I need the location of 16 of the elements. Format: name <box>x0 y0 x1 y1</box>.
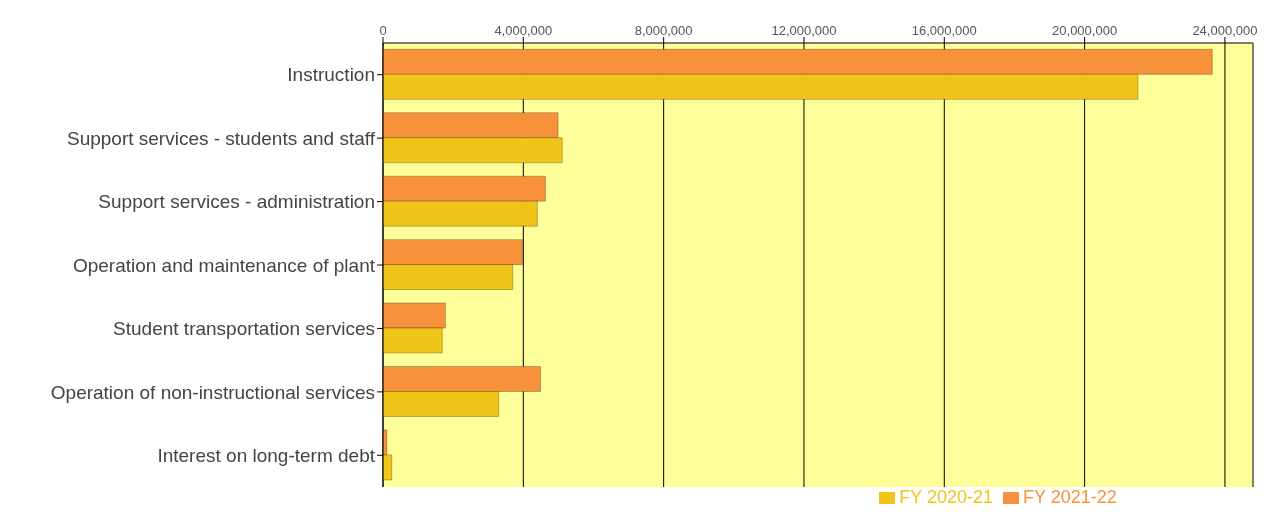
x-tick-label: 24,000,000 <box>1192 23 1258 38</box>
legend-label: FY 2021-22 <box>1023 487 1117 507</box>
x-tick-label: 12,000,000 <box>771 23 837 38</box>
y-tick-label: Operation of non-instructional services <box>50 381 375 403</box>
y-tick-label: Support services - administration <box>98 191 375 213</box>
legend-label: FY 2020-21 <box>899 487 993 507</box>
x-tick-label: 0 <box>379 23 387 38</box>
y-tick-label: Operation and maintenance of plant <box>72 254 376 276</box>
y-tick-label: Student transportation services <box>113 318 375 340</box>
x-tick-label: 16,000,000 <box>911 23 977 38</box>
y-tick-label: Interest on long-term debt <box>157 445 376 467</box>
x-tick-label: 8,000,000 <box>634 23 693 38</box>
x-tick-label: 4,000,000 <box>494 23 553 38</box>
y-tick-label: Instruction <box>287 64 375 86</box>
y-tick-label: Support services - students and staff <box>66 127 376 149</box>
x-tick-label: 20,000,000 <box>1052 23 1118 38</box>
